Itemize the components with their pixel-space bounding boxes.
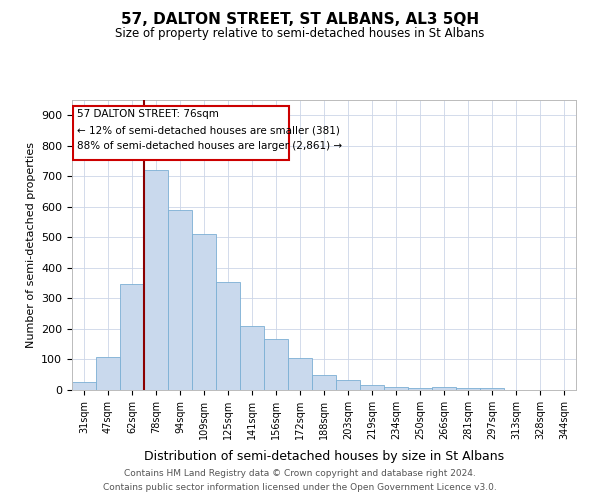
Text: Size of property relative to semi-detached houses in St Albans: Size of property relative to semi-detach… — [115, 28, 485, 40]
Bar — [480, 388, 504, 390]
Bar — [144, 170, 168, 390]
FancyBboxPatch shape — [73, 106, 289, 160]
Bar — [168, 210, 192, 390]
Bar — [288, 358, 312, 390]
Text: Contains public sector information licensed under the Open Government Licence v3: Contains public sector information licen… — [103, 484, 497, 492]
Bar — [408, 388, 432, 390]
Bar — [360, 384, 384, 390]
Text: 88% of semi-detached houses are larger (2,861) →: 88% of semi-detached houses are larger (… — [77, 141, 342, 151]
Text: ← 12% of semi-detached houses are smaller (381): ← 12% of semi-detached houses are smalle… — [77, 126, 340, 136]
X-axis label: Distribution of semi-detached houses by size in St Albans: Distribution of semi-detached houses by … — [144, 450, 504, 463]
Bar — [432, 387, 456, 390]
Bar — [264, 339, 288, 390]
Text: Contains HM Land Registry data © Crown copyright and database right 2024.: Contains HM Land Registry data © Crown c… — [124, 468, 476, 477]
Bar — [72, 382, 96, 390]
Bar — [336, 380, 360, 390]
Text: 57, DALTON STREET, ST ALBANS, AL3 5QH: 57, DALTON STREET, ST ALBANS, AL3 5QH — [121, 12, 479, 28]
Text: 57 DALTON STREET: 76sqm: 57 DALTON STREET: 76sqm — [77, 109, 218, 119]
Bar — [192, 234, 216, 390]
Bar — [456, 388, 480, 390]
Bar — [240, 326, 264, 390]
Bar — [384, 387, 408, 390]
Bar — [216, 282, 240, 390]
Bar — [312, 374, 336, 390]
Bar — [96, 358, 120, 390]
Bar — [120, 284, 144, 390]
Y-axis label: Number of semi-detached properties: Number of semi-detached properties — [26, 142, 35, 348]
